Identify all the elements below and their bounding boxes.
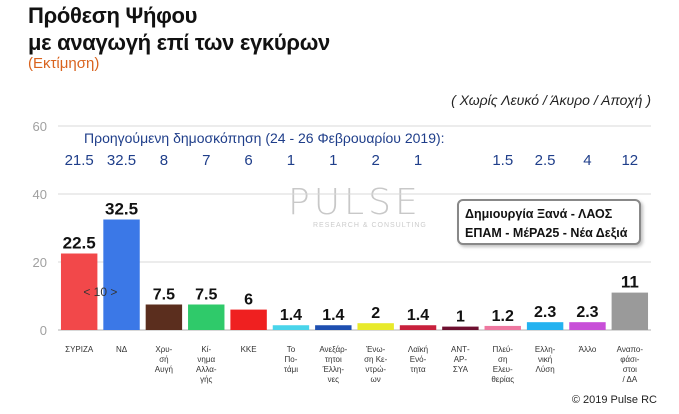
value-label-12: 2.3 xyxy=(576,304,598,321)
category-label-9: ΑΝΤ-ΑΡ-ΣΥΑ xyxy=(451,345,470,374)
category-label-2: Χρυ-σή Αυγή xyxy=(155,345,173,374)
value-label-7: 2 xyxy=(371,305,380,322)
previous-value-12: 4 xyxy=(583,152,591,169)
previous-poll-label: Προηγούμενη δημοσκόπηση (24 - 26 Φεβρουα… xyxy=(84,130,445,146)
chart-title: Πρόθεση Ψήφου με αναγωγή επί των εγκύρων xyxy=(28,2,330,56)
bar-13 xyxy=(611,292,649,330)
category-label-3: Κί-νημα Αλλα-γής xyxy=(196,345,217,384)
estimate-label: (Εκτίμηση) xyxy=(28,55,100,72)
y-tick-label-0: 0 xyxy=(40,323,47,338)
category-label-0: ΣΥΡΙΖΑ xyxy=(65,345,94,354)
category-label-1: ΝΔ xyxy=(116,345,128,354)
bar-9 xyxy=(442,326,479,330)
value-label-10: 1.2 xyxy=(492,308,514,325)
category-label-6: Ανεξάρ-τητοι Έλλη-νες xyxy=(319,345,347,384)
previous-value-1: 32.5 xyxy=(107,152,136,169)
category-label-13: Αναπο-φάσι-στοι / ΔΑ xyxy=(617,345,644,384)
category-label-8: Λαϊκή Ενό-τητα xyxy=(408,345,428,374)
previous-value-6: 1 xyxy=(329,152,337,169)
category-label-4: ΚΚΕ xyxy=(241,345,257,354)
bar-12 xyxy=(569,322,606,330)
category-label-7: Ένω-ση Κε-ντρώ-ων xyxy=(364,345,388,384)
exclusion-note: ( Χωρίς Λευκό / Άκυρο / Αποχή ) xyxy=(451,92,651,108)
category-label-12: Άλλο xyxy=(579,345,597,354)
previous-value-0: 21.5 xyxy=(65,152,94,169)
previous-value-2: 8 xyxy=(160,152,168,169)
bar-6 xyxy=(315,325,352,330)
value-label-8: 1.4 xyxy=(407,307,429,324)
y-tick-label-40: 40 xyxy=(33,187,47,202)
bar-1 xyxy=(103,219,140,330)
previous-value-13: 12 xyxy=(621,152,638,169)
bar-5 xyxy=(272,325,310,330)
value-label-9: 1 xyxy=(456,309,465,326)
title-line-2: με αναγωγή επί των εγκύρων xyxy=(28,30,330,55)
value-label-2: 7.5 xyxy=(153,287,175,304)
title-line-1: Πρόθεση Ψήφου xyxy=(28,3,198,28)
value-label-0: 22.5 xyxy=(63,234,96,253)
previous-value-7: 2 xyxy=(372,152,380,169)
pulse-watermark: PULSE xyxy=(288,182,422,223)
value-label-11: 2.3 xyxy=(534,304,556,321)
pulse-watermark-sub: RESEARCH & CONSULTING xyxy=(313,222,427,229)
value-label-6: 1.4 xyxy=(322,307,344,324)
value-label-5: 1.4 xyxy=(280,307,302,324)
category-label-11: Ελλη-νική Λύση xyxy=(535,345,556,374)
previous-value-10: 1.5 xyxy=(492,152,513,169)
value-label-3: 7.5 xyxy=(195,287,217,304)
previous-value-5: 1 xyxy=(287,152,295,169)
bar-8 xyxy=(399,325,437,330)
bar-2 xyxy=(145,304,183,330)
category-label-10: Πλεύ-ση Ελευ-θερίας xyxy=(491,345,514,384)
bar-0 xyxy=(60,253,98,330)
previous-value-3: 7 xyxy=(202,152,210,169)
copyright-credit: © 2019 Pulse RC xyxy=(571,394,657,406)
bar-3 xyxy=(188,304,225,330)
y-tick-label-20: 20 xyxy=(33,255,47,270)
previous-value-11: 2.5 xyxy=(535,152,556,169)
bar-7 xyxy=(357,323,394,330)
other-parties-box: Δημιουργία Ξανά - ΛΑΟΣ ΕΠΑΜ - ΜέΡΑ25 - Ν… xyxy=(457,199,641,245)
value-label-4: 6 xyxy=(244,292,253,309)
other-parties-line-1: Δημιουργία Ξανά - ΛΑΟΣ xyxy=(465,207,613,221)
previous-value-4: 6 xyxy=(244,152,252,169)
other-parties-line-2: ΕΠΑΜ - ΜέΡΑ25 - Νέα Δεξιά xyxy=(465,226,628,240)
category-label-5: Το Πο-τάμι xyxy=(284,345,298,374)
value-label-13: 11 xyxy=(621,273,639,292)
gap-label: < 10 > xyxy=(83,285,117,299)
bar-10 xyxy=(484,325,521,330)
y-tick-label-60: 60 xyxy=(33,119,47,134)
bar-11 xyxy=(526,322,564,330)
bar-4 xyxy=(230,309,267,330)
previous-value-8: 1 xyxy=(414,152,422,169)
value-label-1: 32.5 xyxy=(105,200,138,219)
